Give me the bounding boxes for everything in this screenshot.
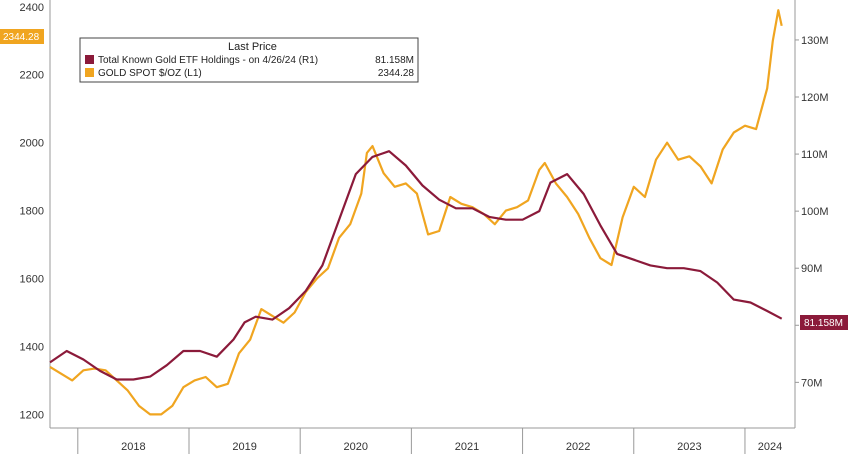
left-tick-label: 1800: [20, 206, 44, 218]
legend-label-gold: GOLD SPOT $/OZ (L1): [98, 68, 202, 79]
x-tick-label: 2022: [566, 441, 590, 453]
left-y-axis: 1200 1400 1600 1800 2000 2200 2400: [20, 0, 51, 428]
right-tick-label: 130M: [801, 35, 829, 47]
x-axis: 2018 2019 2020 2021 2022 2023 2024: [50, 427, 795, 454]
legend-value-etf: 81.158M: [375, 55, 414, 66]
x-tick-label: 2024: [758, 441, 782, 453]
right-tick-label: 110M: [801, 149, 828, 161]
x-tick-label: 2019: [232, 441, 256, 453]
legend-box: [79, 37, 419, 83]
legend-title: Last Price: [228, 41, 277, 53]
left-tick-label: 2000: [20, 138, 44, 150]
left-tick-label: 1600: [20, 274, 44, 286]
left-tick-label: 2400: [20, 2, 44, 14]
legend-swatch-gold: [85, 68, 94, 77]
x-tick-label: 2018: [121, 441, 145, 453]
legend: Last Price Total Known Gold ETF Holdings…: [79, 37, 419, 83]
gold-spot-series-line: [49, 9, 783, 416]
left-last-value-tag-label: 2344.28: [3, 32, 40, 43]
right-tick-label: 90M: [801, 263, 822, 275]
left-last-value-tag-box: [0, 29, 44, 44]
x-tick-label: 2021: [455, 441, 479, 453]
left-tick-label: 2200: [20, 70, 44, 82]
x-tick-label: 2023: [677, 441, 701, 453]
left-tick-label: 1400: [20, 341, 44, 353]
right-last-value-tag-label: 81.158M: [804, 318, 843, 329]
right-last-value-tag-box: [800, 315, 848, 330]
legend-value-gold: 2344.28: [378, 68, 415, 79]
series-layer: [49, 9, 783, 416]
left-last-value-tag: 2344.28: [0, 29, 44, 44]
right-tick-label: 70M: [801, 377, 822, 389]
left-tick-label: 1200: [20, 409, 44, 421]
x-tick-label: 2020: [344, 441, 368, 453]
right-tick-label: 120M: [801, 92, 829, 104]
etf-holdings-series-line: [49, 150, 783, 381]
right-tick-label: 100M: [801, 206, 829, 218]
legend-swatch-etf: [85, 55, 94, 64]
legend-label-etf: Total Known Gold ETF Holdings - on 4/26/…: [98, 55, 318, 66]
right-last-value-tag: 81.158M: [800, 315, 848, 330]
